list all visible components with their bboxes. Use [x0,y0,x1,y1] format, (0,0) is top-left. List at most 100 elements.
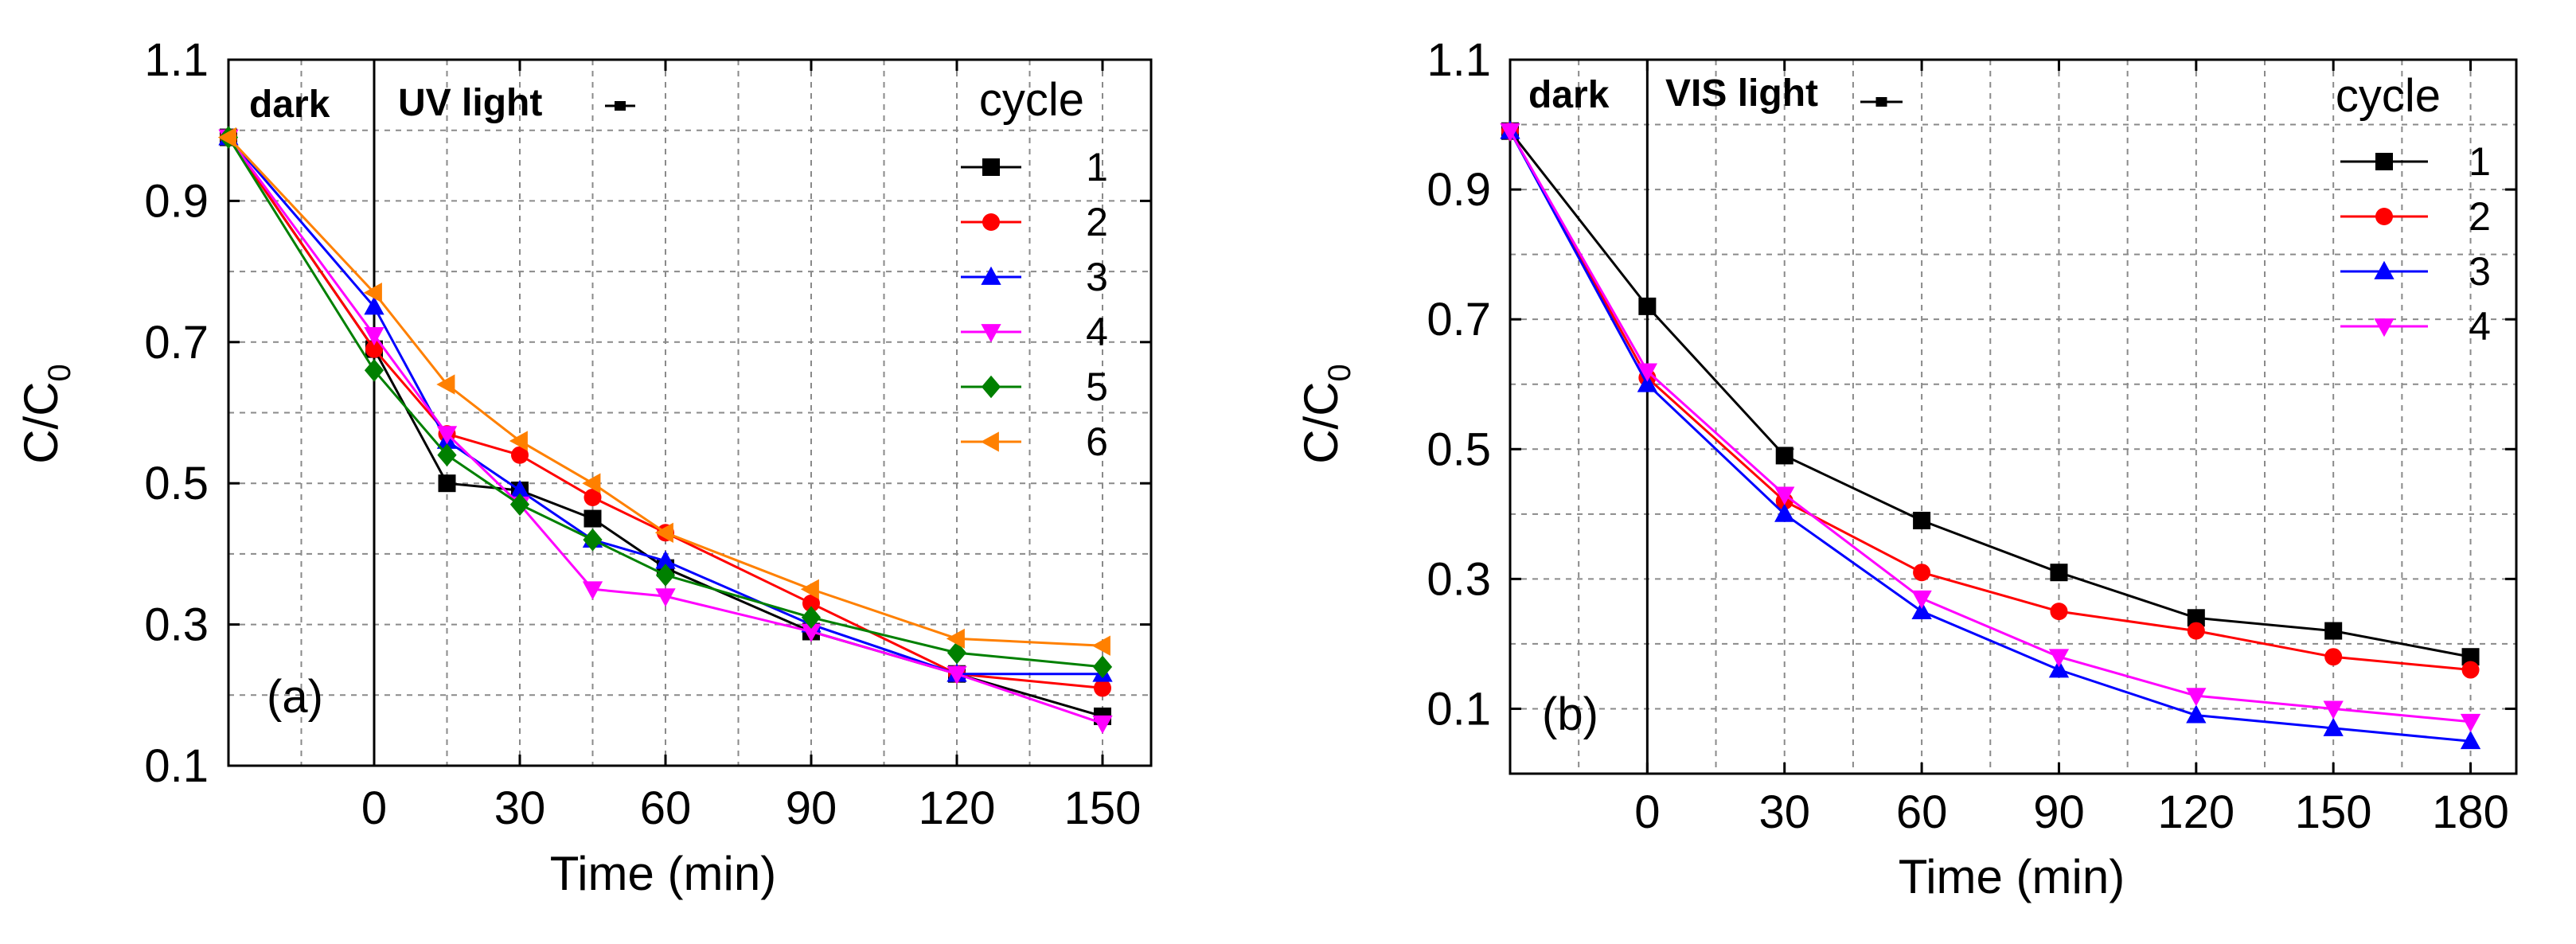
legend-title: cycle [979,74,1084,126]
legend-label: 4 [1086,310,1108,354]
x-tick-label: 0 [1634,786,1660,838]
series-1-point [1638,297,1657,315]
series-2-point [802,594,820,612]
series-1-line [1509,130,2471,658]
series-1-point [2324,622,2343,640]
x-tick-label: 120 [2157,786,2234,838]
series-6-point [582,473,601,493]
series-5-point [437,443,457,467]
legend-label: 2 [2469,194,2491,239]
series-4 [1500,123,2481,732]
legend-title: cycle [2336,70,2441,122]
y-axis-title-subscript: 0 [1322,364,1357,381]
x-tick-label: 60 [640,782,692,834]
legend-label: 6 [1086,419,1108,464]
series-6-point [217,127,236,148]
series-6 [217,127,1110,656]
x-tick-label: 30 [494,782,546,834]
dark-region-label: dark [1528,74,1610,116]
x-tick-label: 120 [919,782,996,834]
series-5-point [364,358,384,382]
y-tick-label: 0.3 [144,599,209,651]
x-tick-label: 30 [1758,786,1810,838]
y-tick-label: 0.3 [1427,553,1491,605]
legend-label: 1 [1086,145,1108,189]
legend-marker [981,266,1001,285]
series-1-point [2187,609,2205,627]
x-axis-title: Time (min) [1899,850,2125,903]
legend-label: 1 [2469,139,2491,184]
x-tick-label: 150 [2295,786,2372,838]
series-2-point [2461,661,2480,679]
series-4-point [946,665,967,685]
legend-label: 4 [2469,304,2491,349]
series-3-point [1911,600,1932,620]
legend-label: 5 [1086,365,1108,409]
series-3-point [1774,503,1795,522]
series-4-point [1092,715,1113,734]
dark-region-label: dark [249,84,330,126]
series-4-point [364,327,384,346]
series-6-point [436,374,455,395]
series-3-point [2323,717,2344,736]
legend-marker [2375,208,2393,225]
series-6-point [1091,635,1110,656]
series-5-point [801,606,822,630]
y-tick-label: 1.1 [1427,34,1491,86]
light-region-label: UV light [398,82,542,124]
series-3-point [2048,659,2070,678]
series-3-point [655,550,676,569]
y-tick-label: 0.9 [1427,164,1491,216]
y-tick-label: 0.5 [144,458,209,509]
series-5-point [1092,655,1113,679]
x-tick-label: 90 [2033,786,2085,838]
series-1-point [2050,564,2068,582]
y-axis-title-subscript: 0 [42,364,77,381]
series-4-point [1637,363,1658,382]
series-3-point [364,296,384,315]
legend-label: 2 [1086,200,1108,244]
series-6-point [800,579,819,599]
series-4-point [436,426,458,445]
plot-area [1510,60,2516,774]
series-4-point [2460,713,2481,732]
x-tick-label: 180 [2432,786,2509,838]
series-2-point [2050,603,2068,621]
y-tick-label: 0.9 [144,175,209,227]
series-1-point [1913,511,1931,529]
series-5-point [509,493,530,517]
x-axis-title: Time (min) [550,847,776,900]
series-6-point [363,283,382,303]
y-axis-title: C/C0 [1294,364,1357,464]
y-tick-label: 0.1 [1427,683,1491,735]
series-2-point [511,446,529,464]
legend-marker [982,213,1000,231]
series-1-point [438,474,456,493]
light-arrow-marker [615,101,626,111]
series-6-point [654,522,673,543]
series-4-line [1509,130,2471,724]
series-6-point [946,628,965,649]
series-4-point [1774,486,1795,505]
legend-label: 3 [2469,249,2491,294]
legend-marker [2374,260,2395,279]
series-5 [218,126,1113,679]
series-4-point [801,623,822,642]
series-1-point [1775,447,1793,465]
series-6-point [509,431,528,451]
series-3-line [1509,130,2471,743]
legend-marker [982,158,1000,176]
series-4-point [582,581,603,600]
tick-marks [228,58,1151,767]
tick-marks [1510,58,2516,774]
series-5-point [583,528,603,552]
series-3-point [509,479,530,498]
series-4-point [655,588,676,607]
series-5-point [655,564,676,587]
legend-marker [980,431,999,452]
